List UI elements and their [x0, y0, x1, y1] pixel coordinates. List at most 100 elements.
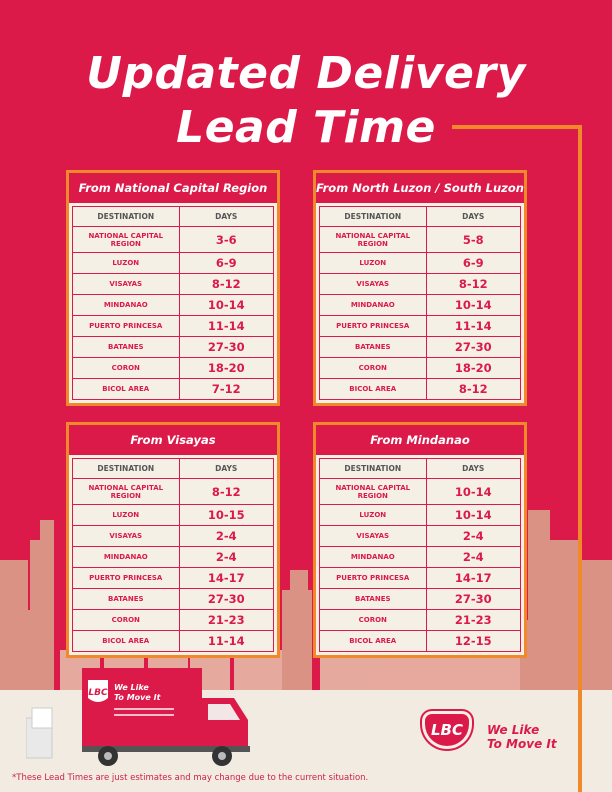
days-cell: 14-17 [178, 567, 275, 589]
table-row: PUERTO PRINCESA 11-14 [72, 315, 275, 337]
page-title-line-2: Lead Time [176, 102, 436, 153]
destination-cell: LUZON [319, 252, 427, 274]
orange-accent-line-vertical [578, 125, 582, 792]
panel-from-ncr: From National Capital Region DESTINATION… [66, 170, 280, 406]
panel-heading: From Visayas [69, 425, 277, 455]
brand-tagline: We Like To Move It [487, 723, 557, 751]
table-row: NATIONAL CAPITAL REGION 5-8 [319, 226, 522, 253]
tagline-line-1: We Like [487, 723, 540, 737]
days-cell: 11-14 [178, 630, 275, 652]
destination-cell: NATIONAL CAPITAL REGION [319, 478, 427, 505]
destination-cell: CORON [72, 609, 180, 631]
panel-from-north-south-luzon: From North Luzon / South Luzon DESTINATI… [313, 170, 527, 406]
table-row: BATANES 27-30 [72, 588, 275, 610]
table-row: MINDANAO 2-4 [72, 546, 275, 568]
column-header-destination: DESTINATION [319, 458, 427, 479]
column-header-destination: DESTINATION [72, 206, 180, 227]
destination-cell: MINDANAO [319, 294, 427, 316]
destination-cell: PUERTO PRINCESA [319, 315, 427, 337]
table-row: VISAYAS 2-4 [72, 525, 275, 547]
days-cell: 27-30 [425, 588, 522, 610]
lead-time-table: DESTINATION DAYS NATIONAL CAPITAL REGION 1… [319, 458, 522, 652]
days-cell: 18-20 [425, 357, 522, 379]
days-cell: 11-14 [178, 315, 275, 337]
days-cell: 2-4 [178, 546, 275, 568]
table-row: VISAYAS 8-12 [72, 273, 275, 295]
destination-cell: BICOL AREA [319, 378, 427, 400]
table-row: CORON 18-20 [72, 357, 275, 379]
days-cell: 7-12 [178, 378, 275, 400]
destination-cell: BICOL AREA [72, 630, 180, 652]
days-cell: 8-12 [178, 478, 275, 505]
panel-heading: From North Luzon / South Luzon [316, 173, 524, 203]
days-cell: 14-17 [425, 567, 522, 589]
destination-cell: VISAYAS [72, 525, 180, 547]
table-row: PUERTO PRINCESA 14-17 [72, 567, 275, 589]
table-row: BICOL AREA 12-15 [319, 630, 522, 652]
table-row: BATANES 27-30 [72, 336, 275, 358]
days-cell: 2-4 [425, 525, 522, 547]
destination-cell: BATANES [319, 336, 427, 358]
table-row: CORON 21-23 [319, 609, 522, 631]
column-header-days: DAYS [178, 458, 275, 479]
table-row: BICOL AREA 7-12 [72, 378, 275, 400]
days-cell: 27-30 [178, 588, 275, 610]
destination-cell: LUZON [72, 252, 180, 274]
days-cell: 8-12 [425, 378, 522, 400]
days-cell: 27-30 [178, 336, 275, 358]
table-row: LUZON 6-9 [72, 252, 275, 274]
days-cell: 10-14 [425, 294, 522, 316]
table-row: NATIONAL CAPITAL REGION 10-14 [319, 478, 522, 505]
days-cell: 21-23 [178, 609, 275, 631]
destination-cell: LUZON [72, 504, 180, 526]
table-row: CORON 18-20 [319, 357, 522, 379]
table-row: BATANES 27-30 [319, 336, 522, 358]
destination-cell: NATIONAL CAPITAL REGION [72, 226, 180, 253]
table-row: BICOL AREA 8-12 [319, 378, 522, 400]
days-cell: 11-14 [425, 315, 522, 337]
truck-tagline-line-1: We Like [114, 683, 149, 692]
days-cell: 10-14 [425, 478, 522, 505]
destination-cell: BICOL AREA [72, 378, 180, 400]
days-cell: 21-23 [425, 609, 522, 631]
days-cell: 10-14 [425, 504, 522, 526]
destination-cell: PUERTO PRINCESA [72, 315, 180, 337]
lbc-logo: LBC [422, 711, 472, 749]
days-cell: 8-12 [425, 273, 522, 295]
destination-cell: MINDANAO [319, 546, 427, 568]
tagline-line-2: To Move It [487, 737, 557, 751]
destination-cell: CORON [319, 609, 427, 631]
page-title-line-1: Updated Delivery [86, 48, 526, 99]
table-row: NATIONAL CAPITAL REGION 8-12 [72, 478, 275, 505]
table-row: MINDANAO 10-14 [72, 294, 275, 316]
table-row: PUERTO PRINCESA 11-14 [319, 315, 522, 337]
truck-tagline-line-2: To Move It [114, 693, 162, 702]
destination-cell: BATANES [72, 336, 180, 358]
destination-cell: VISAYAS [319, 273, 427, 295]
destination-cell: VISAYAS [319, 525, 427, 547]
table-row: LUZON 10-15 [72, 504, 275, 526]
panel-heading: From National Capital Region [69, 173, 277, 203]
destination-cell: LUZON [319, 504, 427, 526]
days-cell: 6-9 [425, 252, 522, 274]
destination-cell: VISAYAS [72, 273, 180, 295]
destination-cell: PUERTO PRINCESA [72, 567, 180, 589]
panel-from-mindanao: From Mindanao DESTINATION DAYS NATIONAL C… [313, 422, 527, 658]
panel-from-visayas: From Visayas DESTINATION DAYS NATIONAL CA… [66, 422, 280, 658]
table-row: LUZON 10-14 [319, 504, 522, 526]
truck-logo-text: LBC [88, 688, 108, 698]
days-cell: 3-6 [178, 226, 275, 253]
table-row: LUZON 6-9 [319, 252, 522, 274]
days-cell: 10-14 [178, 294, 275, 316]
panel-heading: From Mindanao [316, 425, 524, 455]
column-header-destination: DESTINATION [72, 458, 180, 479]
destination-cell: NATIONAL CAPITAL REGION [319, 226, 427, 253]
days-cell: 2-4 [178, 525, 275, 547]
days-cell: 12-15 [425, 630, 522, 652]
table-row: BATANES 27-30 [319, 588, 522, 610]
days-cell: 5-8 [425, 226, 522, 253]
days-cell: 2-4 [425, 546, 522, 568]
table-row: PUERTO PRINCESA 14-17 [319, 567, 522, 589]
days-cell: 18-20 [178, 357, 275, 379]
days-cell: 10-15 [178, 504, 275, 526]
